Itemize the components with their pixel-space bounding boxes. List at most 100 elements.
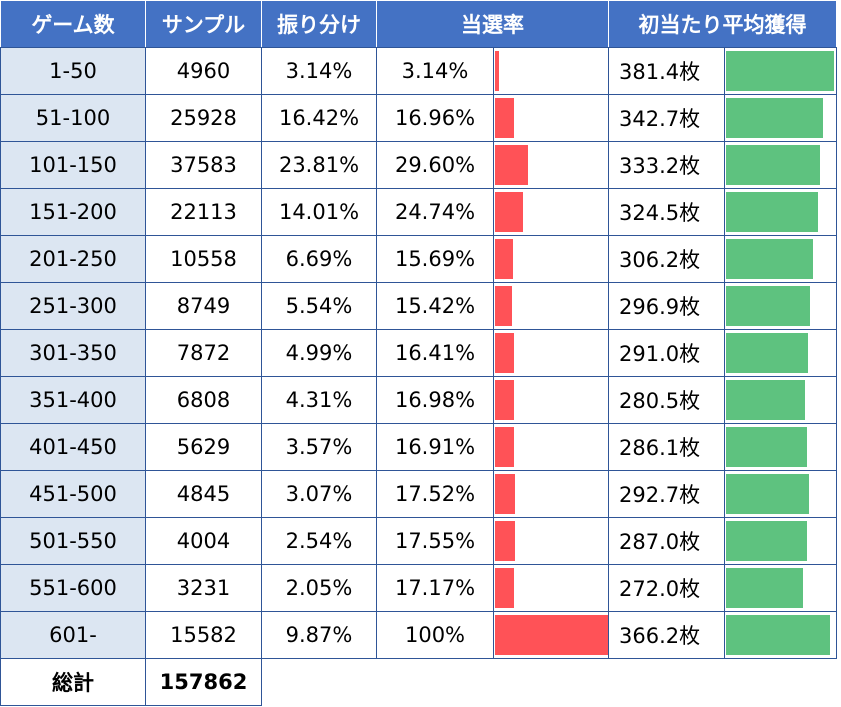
hit-rate-cell: 16.41%: [376, 329, 494, 377]
header-sample: サンプル: [145, 0, 262, 48]
distribution-cell: 4.99%: [261, 329, 377, 377]
avg-gain-bar-cell: [724, 423, 837, 471]
hit-rate-bar: [495, 380, 514, 420]
header-game: ゲーム数: [0, 0, 146, 48]
hit-rate-cell: 3.14%: [376, 47, 494, 95]
game-range-cell: 351-400: [0, 376, 146, 424]
sample-cell: 6808: [145, 376, 262, 424]
hit-rate-cell: 24.74%: [376, 188, 494, 236]
game-range-cell: 451-500: [0, 470, 146, 518]
distribution-cell: 3.14%: [261, 47, 377, 95]
hit-rate-bar: [495, 286, 512, 326]
game-range-cell: 301-350: [0, 329, 146, 377]
sample-cell: 4004: [145, 517, 262, 565]
game-range-cell: 151-200: [0, 188, 146, 236]
table-row: 351-400 6808 4.31% 16.98% 280.5枚: [0, 376, 837, 424]
hit-rate-bar: [495, 333, 514, 373]
hit-rate-bar: [495, 474, 515, 514]
avg-gain-bar-cell: [724, 611, 837, 659]
avg-gain-bar-cell: [724, 235, 837, 283]
avg-gain-cell: 292.7枚: [608, 470, 725, 518]
hit-rate-bar-cell: [493, 470, 609, 518]
empty-cell: [261, 658, 837, 706]
game-range-cell: 51-100: [0, 94, 146, 142]
game-range-cell: 551-600: [0, 564, 146, 612]
avg-gain-bar: [726, 380, 805, 420]
avg-gain-bar-cell: [724, 141, 837, 189]
sample-cell: 22113: [145, 188, 262, 236]
avg-gain-cell: 381.4枚: [608, 47, 725, 95]
hit-rate-bar: [495, 521, 515, 561]
table-row: 251-300 8749 5.54% 15.42% 296.9枚: [0, 282, 837, 330]
total-label: 総計: [0, 658, 146, 706]
hit-rate-bar-cell: [493, 376, 609, 424]
hit-rate-cell: 17.55%: [376, 517, 494, 565]
total-sample: 157862: [145, 658, 262, 706]
avg-gain-bar-cell: [724, 376, 837, 424]
distribution-cell: 6.69%: [261, 235, 377, 283]
sample-cell: 37583: [145, 141, 262, 189]
avg-gain-bar-cell: [724, 517, 837, 565]
avg-gain-bar: [726, 239, 813, 279]
table-row: 601- 15582 9.87% 100% 366.2枚: [0, 611, 837, 659]
avg-gain-bar: [726, 474, 809, 514]
hit-rate-bar: [495, 615, 608, 655]
sample-cell: 8749: [145, 282, 262, 330]
hit-rate-cell: 16.98%: [376, 376, 494, 424]
distribution-cell: 5.54%: [261, 282, 377, 330]
avg-gain-bar-cell: [724, 329, 837, 377]
hit-rate-cell: 29.60%: [376, 141, 494, 189]
game-range-cell: 101-150: [0, 141, 146, 189]
game-range-cell: 201-250: [0, 235, 146, 283]
hit-rate-bar: [495, 145, 528, 185]
avg-gain-bar-cell: [724, 564, 837, 612]
total-row: 総計 157862: [0, 658, 837, 706]
avg-gain-bar: [726, 333, 808, 373]
hit-rate-bar-cell: [493, 188, 609, 236]
avg-gain-cell: 287.0枚: [608, 517, 725, 565]
distribution-cell: 16.42%: [261, 94, 377, 142]
hit-rate-bar-cell: [493, 423, 609, 471]
hit-rate-cell: 16.91%: [376, 423, 494, 471]
hit-rate-cell: 16.96%: [376, 94, 494, 142]
hit-rate-bar: [495, 51, 499, 91]
sample-cell: 4845: [145, 470, 262, 518]
avg-gain-cell: 366.2枚: [608, 611, 725, 659]
avg-gain-bar: [726, 427, 807, 467]
table-body: 1-50 4960 3.14% 3.14% 381.4枚 51-100 25928 16.42…: [0, 47, 837, 659]
table-row: 551-600 3231 2.05% 17.17% 272.0枚: [0, 564, 837, 612]
avg-gain-bar: [726, 51, 834, 91]
table-row: 401-450 5629 3.57% 16.91% 286.1枚: [0, 423, 837, 471]
hit-rate-cell: 15.69%: [376, 235, 494, 283]
avg-gain-cell: 286.1枚: [608, 423, 725, 471]
distribution-cell: 23.81%: [261, 141, 377, 189]
header-hit-rate: 当選率: [376, 0, 609, 48]
sample-cell: 25928: [145, 94, 262, 142]
table-row: 1-50 4960 3.14% 3.14% 381.4枚: [0, 47, 837, 95]
hit-rate-cell: 17.52%: [376, 470, 494, 518]
distribution-cell: 4.31%: [261, 376, 377, 424]
hit-rate-bar-cell: [493, 329, 609, 377]
table-row: 301-350 7872 4.99% 16.41% 291.0枚: [0, 329, 837, 377]
distribution-cell: 3.57%: [261, 423, 377, 471]
game-range-cell: 401-450: [0, 423, 146, 471]
avg-gain-cell: 333.2枚: [608, 141, 725, 189]
avg-gain-bar-cell: [724, 282, 837, 330]
hit-rate-cell: 15.42%: [376, 282, 494, 330]
hit-rate-bar: [495, 427, 514, 467]
hit-rate-bar: [495, 568, 514, 608]
hit-rate-bar-cell: [493, 141, 609, 189]
avg-gain-cell: 296.9枚: [608, 282, 725, 330]
hit-rate-bar-cell: [493, 517, 609, 565]
distribution-cell: 3.07%: [261, 470, 377, 518]
avg-gain-bar: [726, 192, 818, 232]
table-row: 51-100 25928 16.42% 16.96% 342.7枚: [0, 94, 837, 142]
hit-rate-bar-cell: [493, 235, 609, 283]
avg-gain-bar-cell: [724, 47, 837, 95]
hit-rate-bar-cell: [493, 47, 609, 95]
hit-rate-bar-cell: [493, 282, 609, 330]
avg-gain-bar: [726, 98, 823, 138]
header-distribution: 振り分け: [261, 0, 377, 48]
avg-gain-bar-cell: [724, 188, 837, 236]
